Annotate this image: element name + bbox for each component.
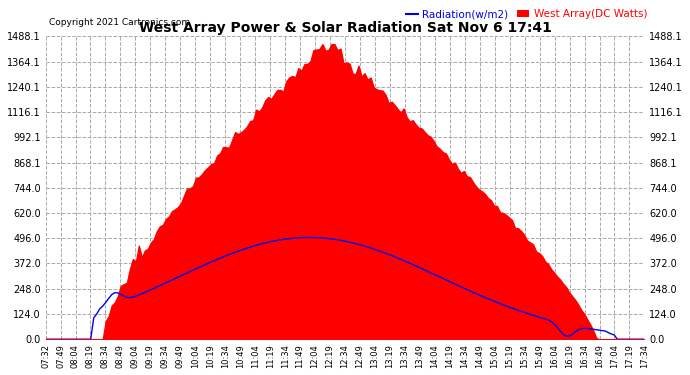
Text: Copyright 2021 Cartronics.com: Copyright 2021 Cartronics.com bbox=[48, 18, 190, 27]
Legend: Radiation(w/m2), West Array(DC Watts): Radiation(w/m2), West Array(DC Watts) bbox=[402, 5, 651, 24]
Title: West Array Power & Solar Radiation Sat Nov 6 17:41: West Array Power & Solar Radiation Sat N… bbox=[139, 21, 551, 35]
